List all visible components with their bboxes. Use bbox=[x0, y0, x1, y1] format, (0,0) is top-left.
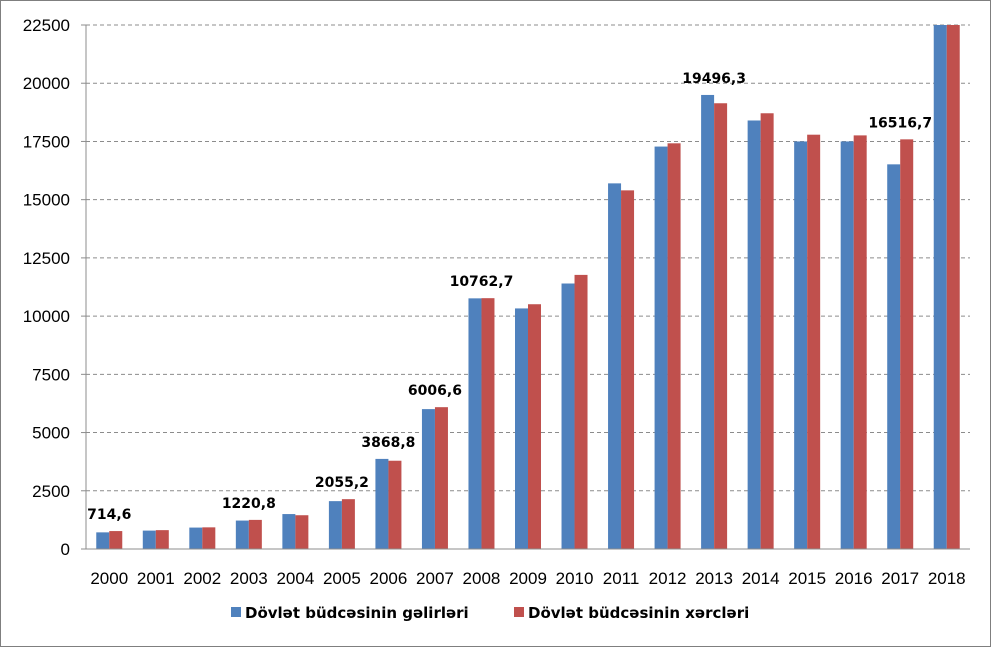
x-tick-label: 2011 bbox=[603, 569, 640, 588]
x-tick-label: 2016 bbox=[835, 569, 873, 588]
x-tick-label: 2015 bbox=[788, 569, 826, 588]
bar-revenue bbox=[328, 501, 342, 549]
bar-expenditure bbox=[202, 527, 216, 549]
bar-revenue bbox=[96, 532, 110, 549]
x-tick-label: 2009 bbox=[509, 569, 547, 588]
legend-swatch bbox=[514, 607, 524, 617]
bar-expenditure bbox=[667, 143, 681, 549]
bar-expenditure bbox=[109, 531, 123, 549]
bar-expenditure bbox=[946, 25, 960, 549]
bar-expenditure bbox=[807, 134, 821, 549]
y-tick-label: 7500 bbox=[32, 365, 70, 384]
bar-expenditure bbox=[853, 135, 867, 549]
bar-revenue bbox=[887, 164, 901, 549]
y-tick-label: 2500 bbox=[32, 482, 70, 501]
y-tick-label: 22500 bbox=[23, 16, 70, 35]
bar-expenditure bbox=[900, 139, 914, 549]
y-tick-label: 15000 bbox=[23, 191, 70, 210]
x-tick-label: 2013 bbox=[695, 569, 733, 588]
y-tick-label: 12500 bbox=[23, 249, 70, 268]
bar-expenditure bbox=[341, 499, 355, 549]
bar-revenue bbox=[515, 308, 528, 549]
bar-revenue bbox=[654, 146, 668, 549]
legend-label: Dövlət büdcəsinin xərcləri bbox=[528, 604, 749, 622]
bar-expenditure bbox=[574, 274, 588, 549]
y-tick-label: 20000 bbox=[23, 74, 70, 93]
y-tick-label: 5000 bbox=[32, 424, 70, 443]
bar-revenue bbox=[468, 298, 482, 549]
bar-revenue bbox=[608, 183, 622, 549]
x-tick-label: 2000 bbox=[90, 569, 128, 588]
bar-revenue bbox=[794, 141, 808, 549]
x-tick-label: 2018 bbox=[928, 569, 966, 588]
x-tick-label: 2007 bbox=[416, 569, 454, 588]
data-label: 19496,3 bbox=[682, 71, 746, 87]
bar-revenue bbox=[421, 409, 435, 549]
y-tick-label: 17500 bbox=[23, 132, 70, 151]
bar-expenditure bbox=[528, 304, 541, 549]
bar-revenue bbox=[235, 520, 249, 549]
data-label: 1220,8 bbox=[222, 496, 276, 512]
legend-swatch bbox=[231, 607, 241, 617]
bar-revenue bbox=[561, 283, 575, 549]
bar-expenditure bbox=[760, 113, 774, 549]
y-tick-label: 10000 bbox=[23, 307, 70, 326]
bar-expenditure bbox=[388, 460, 402, 549]
bar-expenditure bbox=[248, 519, 262, 549]
x-tick-label: 2017 bbox=[881, 569, 919, 588]
data-label: 3868,8 bbox=[361, 435, 415, 451]
bar-expenditure bbox=[295, 515, 309, 549]
data-label: 6006,6 bbox=[408, 383, 462, 399]
x-tick-label: 2014 bbox=[742, 569, 780, 588]
bar-revenue bbox=[282, 514, 296, 549]
bar-revenue bbox=[701, 94, 715, 550]
x-tick-label: 2002 bbox=[183, 569, 221, 588]
bar-revenue bbox=[142, 530, 156, 549]
bar-revenue bbox=[189, 527, 203, 549]
data-label: 2055,2 bbox=[315, 475, 369, 491]
x-tick-label: 2010 bbox=[556, 569, 594, 588]
bar-revenue bbox=[747, 120, 761, 550]
bar-expenditure bbox=[714, 103, 728, 549]
bar-expenditure bbox=[621, 190, 635, 549]
legend-label: Dövlət büdcəsinin gəlirləri bbox=[245, 604, 469, 622]
bar-revenue bbox=[840, 141, 854, 549]
data-label: 714,6 bbox=[87, 507, 131, 523]
x-tick-label: 2004 bbox=[276, 569, 314, 588]
data-label: 16516,7 bbox=[868, 115, 932, 131]
y-tick-label: 0 bbox=[61, 540, 70, 559]
x-tick-label: 2006 bbox=[370, 569, 408, 588]
bar-expenditure bbox=[155, 530, 169, 549]
bar-expenditure bbox=[481, 298, 495, 549]
x-tick-label: 2003 bbox=[230, 569, 268, 588]
bar-revenue bbox=[933, 25, 947, 549]
data-label: 10762,7 bbox=[450, 274, 514, 290]
x-tick-label: 2001 bbox=[137, 569, 175, 588]
bar-revenue bbox=[375, 458, 389, 549]
x-tick-label: 2008 bbox=[463, 569, 501, 588]
x-tick-label: 2012 bbox=[649, 569, 687, 588]
bar-expenditure bbox=[434, 407, 448, 549]
x-tick-label: 2005 bbox=[323, 569, 361, 588]
